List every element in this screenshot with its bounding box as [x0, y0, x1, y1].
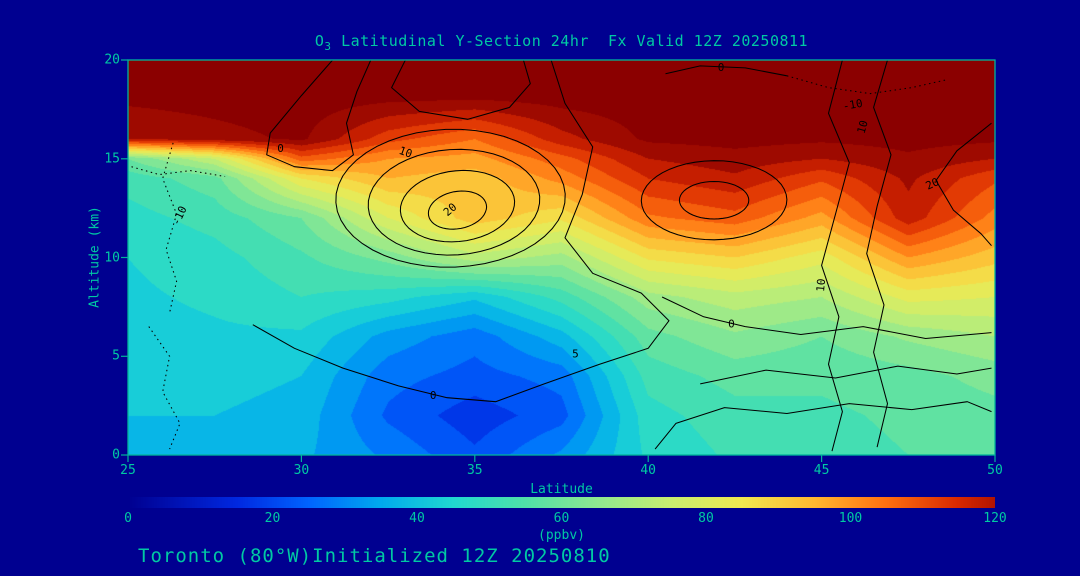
heatmap-canvas: [128, 60, 995, 455]
colorbar-tick-label: 0: [124, 511, 132, 526]
colorbar-tick-label: 120: [983, 511, 1007, 526]
colorbar-units-label: (ppbv): [538, 528, 585, 543]
title-species: O: [314, 32, 325, 50]
title-species-subscript: 3: [324, 40, 332, 53]
x-tick-label: 40: [640, 463, 657, 478]
colorbar-tick-label: 20: [264, 511, 281, 526]
y-tick-label: 5: [112, 348, 120, 364]
x-axis-label: Latitude: [530, 482, 593, 497]
colorbar-tick-label: 100: [838, 511, 863, 526]
y-tick-label: 0: [112, 447, 120, 463]
model-init-caption: Toronto (80°W)Initialized 12Z 20250810: [138, 545, 611, 567]
y-tick-label: 15: [104, 151, 120, 167]
x-tick-label: 35: [466, 463, 483, 478]
x-tick-label: 30: [293, 463, 310, 478]
chart-title: O3 Latitudinal Y-Section 24hr Fx Valid 1…: [128, 32, 995, 53]
y-tick-label: 20: [104, 52, 120, 68]
colorbar-tick-label: 60: [553, 511, 570, 526]
title-text: Latitudinal Y-Section 24hr Fx Valid 12Z …: [331, 32, 809, 50]
x-tick-label: 50: [987, 463, 1003, 478]
colorbar-tick-label: 40: [409, 511, 425, 526]
x-tick-label: 25: [120, 463, 136, 478]
colorbar-canvas: [128, 497, 995, 508]
colorbar-tick-label: 80: [698, 511, 714, 526]
x-tick-label: 45: [813, 463, 830, 478]
y-tick-label: 10: [104, 250, 120, 265]
